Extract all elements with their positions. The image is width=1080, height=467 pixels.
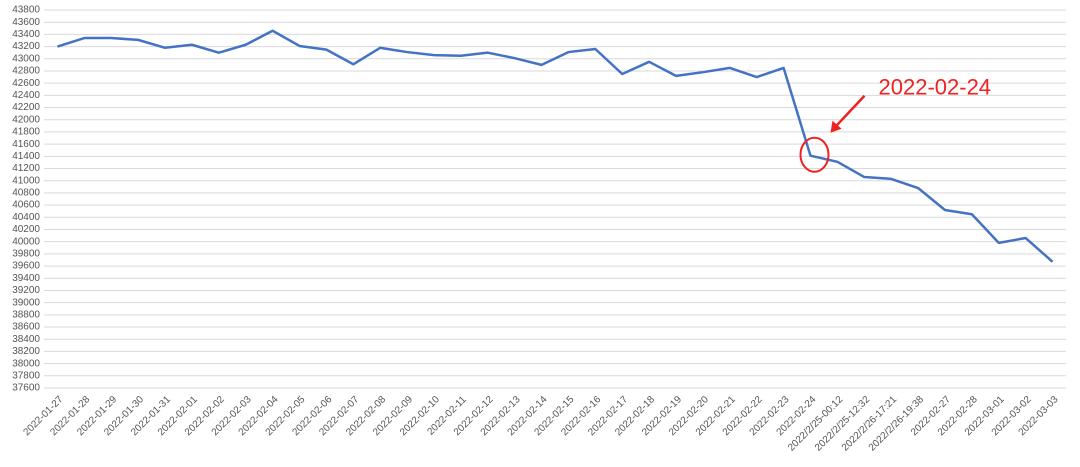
data-line <box>57 29 1054 263</box>
y-tick-label: 39400 <box>12 273 40 284</box>
y-tick-label: 38400 <box>12 334 40 345</box>
y-tick-label: 43600 <box>12 17 40 28</box>
y-tick-label: 42000 <box>12 114 40 125</box>
y-tick-label: 39000 <box>12 297 40 308</box>
y-tick-label: 37800 <box>12 370 40 381</box>
y-tick-label: 40800 <box>12 188 40 199</box>
y-tick-label: 40600 <box>12 200 40 211</box>
y-tick-label: 40000 <box>12 236 40 247</box>
y-tick-label: 42400 <box>12 90 40 101</box>
y-tick-label: 38200 <box>12 346 40 357</box>
y-tick-label: 43800 <box>12 5 40 16</box>
annotation-text: 2022-02-24 <box>879 75 992 100</box>
y-tick-label: 43400 <box>12 29 40 40</box>
y-tick-label: 39800 <box>12 249 40 260</box>
y-tick-label: 40400 <box>12 212 40 223</box>
y-tick-label: 39200 <box>12 285 40 296</box>
y-tick-label: 42200 <box>12 102 40 113</box>
y-tick-label: 41600 <box>12 139 40 150</box>
y-tick-label: 43200 <box>12 41 40 52</box>
y-tick-label: 40200 <box>12 224 40 235</box>
y-tick-label: 42600 <box>12 78 40 89</box>
y-tick-label: 38000 <box>12 358 40 369</box>
annotation-arrowhead <box>830 120 842 133</box>
y-tick-label: 38800 <box>12 309 40 320</box>
y-tick-label: 41000 <box>12 175 40 186</box>
y-tick-label: 37600 <box>12 383 40 394</box>
y-tick-label: 38600 <box>12 322 40 333</box>
y-tick-label: 41800 <box>12 127 40 138</box>
y-tick-label: 39600 <box>12 261 40 272</box>
y-tick-label: 42800 <box>12 66 40 77</box>
y-tick-label: 43000 <box>12 53 40 64</box>
y-tick-label: 41400 <box>12 151 40 162</box>
annotation-arrow <box>833 94 866 129</box>
y-tick-label: 41200 <box>12 163 40 174</box>
annotation-circle <box>799 136 830 173</box>
